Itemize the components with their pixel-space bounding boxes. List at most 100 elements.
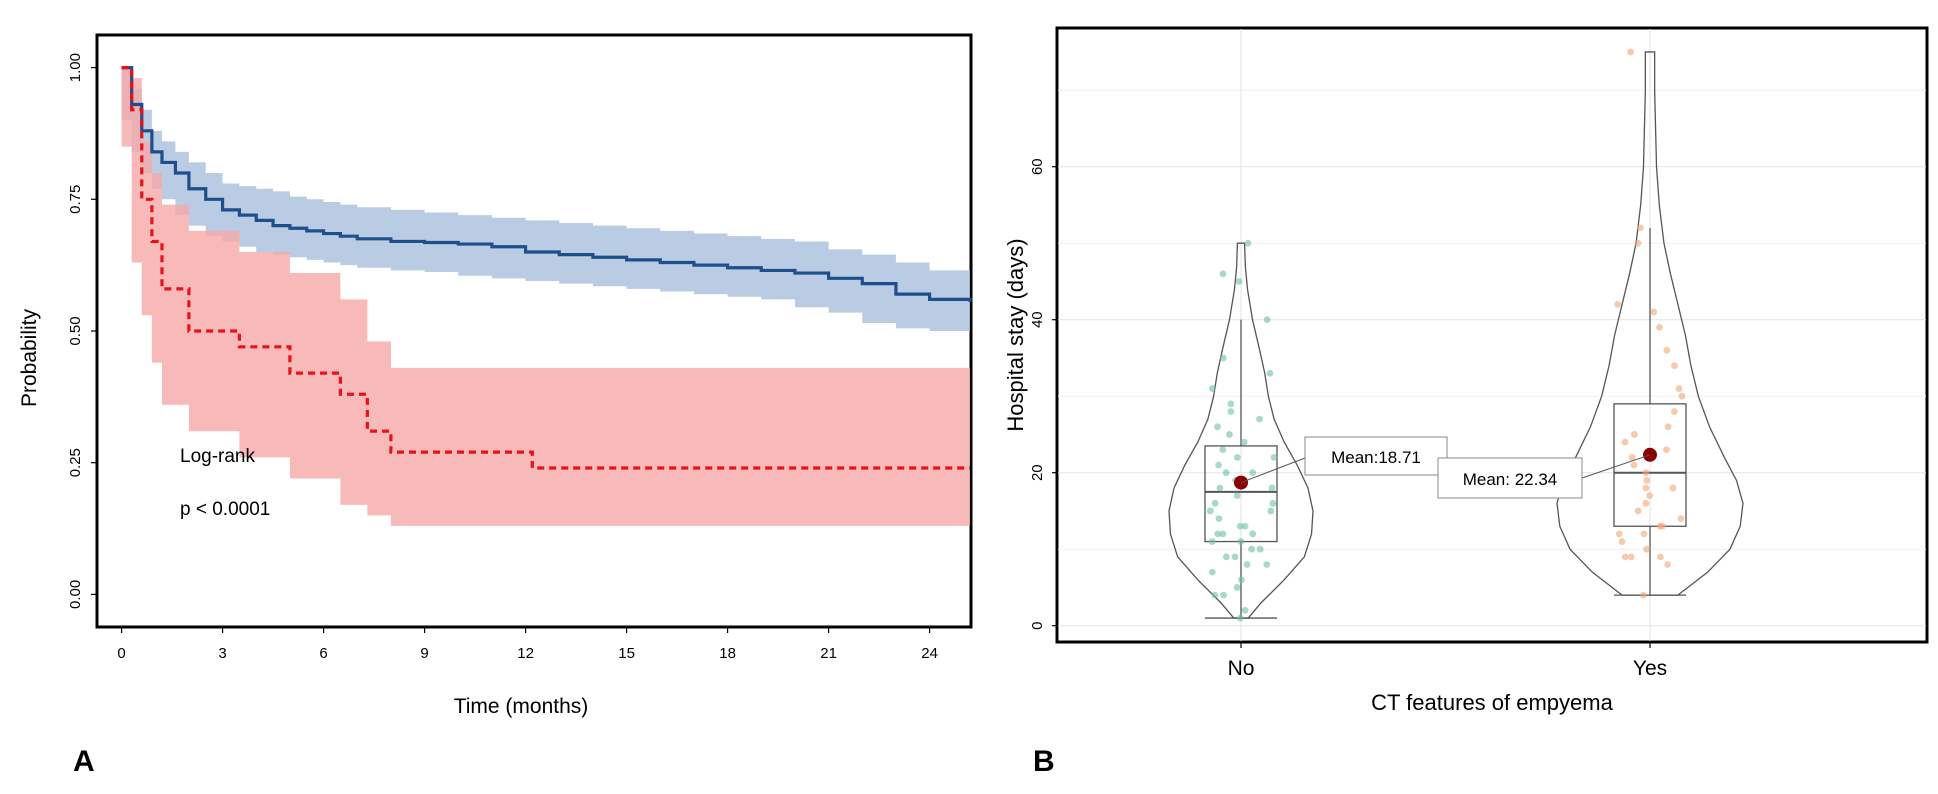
data-point-yes	[1656, 522, 1664, 530]
data-point-no	[1222, 469, 1230, 477]
violin-y-tick-label: 0	[1029, 622, 1046, 630]
data-point-no	[1238, 576, 1245, 584]
panel-label-b: B	[1033, 745, 1055, 778]
violin-y-tick-label: 20	[1029, 464, 1046, 481]
data-point-yes	[1630, 461, 1638, 469]
data-point-yes	[1664, 423, 1672, 431]
data-point-yes	[1670, 408, 1678, 415]
km-x-tick-label: 0	[117, 645, 125, 662]
data-point-yes	[1675, 385, 1683, 392]
data-point-yes	[1678, 392, 1686, 400]
data-point-no	[1244, 239, 1252, 247]
data-point-yes	[1627, 553, 1635, 561]
km-x-tick-label: 3	[218, 645, 226, 662]
data-point-no	[1231, 553, 1239, 561]
km-plot-panel: 0 3 6 9 12 15 18 21 24 0.00 0.25 0.50 0.75 1.00 Log-r…	[18, 33, 973, 718]
violin-plot-frame	[1055, 26, 1929, 644]
km-y-tick-label: 0.25	[67, 448, 84, 477]
data-point-no	[1248, 545, 1256, 553]
data-point-yes	[1621, 553, 1629, 561]
data-point-no	[1208, 568, 1216, 576]
data-point-yes	[1663, 346, 1671, 354]
km-y-axis-title: Probability	[18, 308, 41, 407]
km-ci-band-blue	[121, 67, 970, 331]
data-point-yes	[1656, 323, 1663, 331]
km-annotation-pvalue: p < 0.0001	[180, 499, 270, 520]
data-point-no	[1266, 369, 1274, 377]
data-point-yes	[1627, 48, 1635, 56]
data-point-yes	[1639, 591, 1647, 599]
data-point-yes	[1669, 484, 1677, 492]
data-point-no	[1236, 522, 1244, 530]
violin-shape-no	[1168, 242, 1314, 619]
data-point-no	[1241, 607, 1249, 614]
km-survival-curve-red	[121, 66, 970, 470]
violin-gridlines	[1058, 29, 1926, 641]
data-point-no	[1270, 454, 1278, 461]
data-point-no	[1268, 484, 1276, 492]
data-point-no	[1236, 614, 1244, 622]
km-x-tick-label: 21	[820, 645, 837, 662]
mean-label-leader-no	[1240, 457, 1306, 484]
data-point-no	[1214, 423, 1221, 431]
data-point-yes	[1630, 431, 1638, 438]
data-point-no	[1208, 538, 1216, 545]
mean-label-yes: Mean: 22.34	[1463, 470, 1558, 489]
mean-label-leader-yes	[1581, 454, 1651, 479]
mean-label-box-yes	[1437, 457, 1583, 499]
data-point-no	[1214, 530, 1222, 538]
violin-x-axis-title: CT features of empyema	[1371, 690, 1613, 715]
mean-label-box-no	[1304, 436, 1448, 476]
km-x-tick-label: 6	[319, 645, 327, 662]
data-point-no	[1219, 270, 1227, 278]
data-point-no	[1263, 316, 1271, 324]
km-plot-content	[121, 66, 972, 526]
data-point-no	[1219, 446, 1227, 454]
violin-plot-axes: 0 20 40 60 No Yes	[1029, 158, 1667, 680]
data-point-yes	[1664, 561, 1672, 568]
km-ci-band-red	[121, 67, 970, 526]
data-point-no	[1219, 354, 1227, 362]
data-point-no	[1241, 522, 1249, 530]
km-annotation-test: Log-rank	[180, 446, 255, 467]
data-point-no	[1237, 538, 1245, 545]
data-point-yes	[1636, 224, 1644, 232]
data-point-yes	[1677, 515, 1685, 522]
data-point-no	[1220, 591, 1227, 599]
data-point-no	[1233, 454, 1241, 461]
km-x-tick-label: 9	[420, 645, 428, 662]
data-point-yes	[1640, 530, 1648, 538]
panel-label-a: A	[73, 745, 95, 778]
data-point-no	[1235, 278, 1243, 285]
box-body-yes	[1613, 403, 1687, 527]
km-y-tick-label: 0.75	[67, 185, 84, 214]
data-point-yes	[1650, 308, 1658, 316]
km-x-tick-label: 18	[719, 645, 736, 662]
data-point-yes	[1643, 545, 1651, 553]
violin-plot-content: Mean:18.71 Mean: 22.34	[1168, 48, 1744, 622]
data-point-no	[1209, 385, 1216, 392]
data-point-yes	[1615, 530, 1623, 538]
km-x-tick-label: 24	[921, 645, 938, 662]
data-point-no	[1256, 415, 1263, 423]
km-survival-curve-blue	[121, 66, 972, 303]
data-point-yes	[1642, 469, 1650, 477]
violin-y-tick-label: 60	[1029, 158, 1046, 175]
data-point-yes	[1642, 484, 1650, 492]
data-point-yes	[1646, 492, 1654, 500]
violin-plot-panel: Mean:18.71 Mean: 22.34 0 20 40 60 No Yes CT fe…	[1003, 26, 1929, 715]
data-point-no	[1207, 507, 1214, 515]
data-point-no	[1222, 553, 1230, 561]
data-point-no	[1249, 469, 1257, 477]
data-point-yes	[1634, 239, 1642, 247]
km-x-tick-label: 15	[618, 645, 635, 662]
data-point-no	[1215, 515, 1223, 522]
km-x-axis-title: Time (months)	[454, 695, 589, 718]
km-y-tick-label: 1.00	[67, 53, 84, 82]
data-point-no	[1269, 499, 1277, 507]
data-point-yes	[1671, 362, 1678, 369]
violin-y-axis-title: Hospital stay (days)	[1003, 238, 1028, 431]
data-point-yes	[1656, 553, 1664, 561]
data-point-no	[1227, 400, 1235, 408]
